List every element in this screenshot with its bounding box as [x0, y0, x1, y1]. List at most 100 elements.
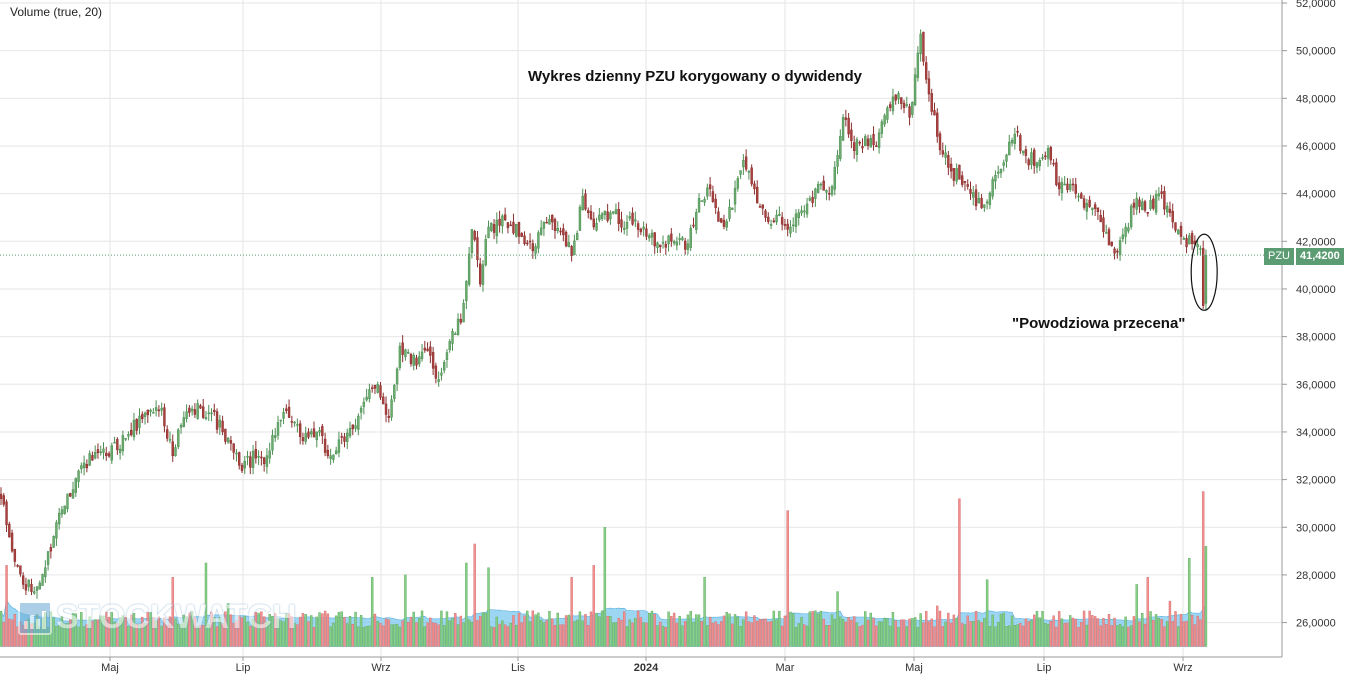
volume-bar: [875, 625, 878, 647]
volume-bar: [85, 624, 89, 647]
candle-body: [650, 232, 654, 238]
volume-bar: [473, 543, 476, 647]
volume-bar: [1135, 584, 1138, 647]
volume-bar: [805, 625, 809, 647]
volume-bar: [639, 617, 643, 647]
candle-body: [548, 218, 551, 225]
candle-body: [858, 141, 861, 144]
volume-bar: [232, 623, 235, 647]
volume-bar: [902, 619, 906, 647]
candle-body: [298, 423, 302, 437]
volume-bar: [706, 625, 709, 647]
candle-body: [639, 228, 643, 233]
candle-body: [927, 78, 931, 95]
candle-body: [1010, 140, 1014, 144]
candle-body: [728, 206, 731, 219]
volume-bar: [185, 616, 188, 647]
volume-bar: [941, 626, 944, 647]
candle-body: [1088, 199, 1091, 207]
volume-bar: [656, 625, 659, 647]
y-tick-label: 38,0000: [1296, 332, 1336, 344]
candle-body: [454, 333, 457, 336]
candle-body: [27, 579, 30, 587]
volume-bar: [193, 617, 197, 647]
volume-bar: [282, 621, 285, 647]
volume-bar: [55, 625, 58, 647]
x-tick-label: Wrz: [1173, 662, 1192, 674]
volume-bar: [296, 624, 299, 647]
volume-bar: [900, 619, 903, 647]
candle-body: [545, 221, 548, 224]
candle-body: [614, 209, 618, 215]
volume-bar: [999, 613, 1003, 647]
y-tick-label: 52,0000: [1296, 0, 1336, 10]
volume-bar: [207, 624, 210, 647]
candle-body: [185, 411, 188, 419]
volume-bar: [714, 621, 717, 647]
candle-body: [182, 417, 186, 427]
volume-bar: [301, 613, 305, 647]
volume-bar: [816, 613, 820, 647]
candle-body: [584, 193, 587, 210]
candle-body: [902, 102, 906, 108]
volume-bar: [440, 610, 443, 647]
candle-body: [398, 345, 402, 368]
volume-bar: [146, 612, 150, 647]
volume-bar: [1165, 621, 1169, 647]
candle-body: [697, 198, 701, 213]
volume-bar: [894, 620, 897, 647]
candle-body: [1196, 244, 1199, 248]
candle-body: [764, 210, 767, 218]
y-tick-label: 34,0000: [1296, 427, 1336, 439]
candle-body: [1201, 248, 1205, 306]
candle-body: [830, 186, 834, 195]
candle-body: [437, 379, 440, 382]
volume-bar: [515, 624, 518, 647]
volume-bar: [487, 567, 490, 647]
volume-bar: [418, 618, 421, 647]
volume-bar: [952, 614, 956, 647]
candle-body: [93, 452, 97, 459]
volume-bar: [63, 623, 66, 647]
candle-body: [670, 233, 673, 242]
volume-bar: [387, 619, 390, 647]
volume-bar: [1163, 626, 1166, 647]
volume-bar: [390, 624, 393, 647]
candle-body: [1168, 208, 1172, 213]
candle-body: [285, 408, 288, 411]
candle-body: [836, 155, 839, 167]
candle-body: [315, 431, 318, 441]
candle-body: [1044, 155, 1047, 158]
volume-bar: [10, 619, 14, 647]
flood-ellipse: [1190, 233, 1218, 311]
volume-bar: [1127, 626, 1130, 647]
candle-body: [742, 160, 745, 168]
volume-bar: [1013, 624, 1017, 647]
candle-body: [312, 428, 316, 438]
candle-body: [357, 415, 360, 430]
volume-bar: [537, 612, 540, 647]
volume-bar: [1154, 614, 1158, 647]
volume-bar: [753, 615, 756, 647]
candle-body: [800, 210, 803, 214]
volume-bar: [110, 612, 114, 647]
candle-body: [55, 522, 58, 539]
volume-bar: [1071, 617, 1075, 647]
candle-body: [864, 136, 867, 146]
volume-bar: [922, 622, 925, 647]
volume-bar: [852, 616, 856, 647]
candle-body: [916, 52, 920, 78]
y-axis-labels: 52,0000 50,0000 48,0000 46,0000 44,0000 42,00…: [1282, 0, 1336, 630]
candle-body: [692, 224, 695, 227]
candle-body: [467, 253, 471, 285]
volume-bar: [459, 615, 463, 647]
volume-bar: [357, 626, 360, 647]
volume-bar: [326, 613, 330, 647]
volume-bar: [1057, 611, 1061, 647]
candle-body: [1204, 254, 1208, 304]
candle-body: [38, 582, 41, 590]
volume-bar: [1171, 621, 1174, 647]
volume-bar: [467, 619, 471, 647]
candle-body: [794, 213, 798, 227]
candle-body: [661, 242, 665, 244]
